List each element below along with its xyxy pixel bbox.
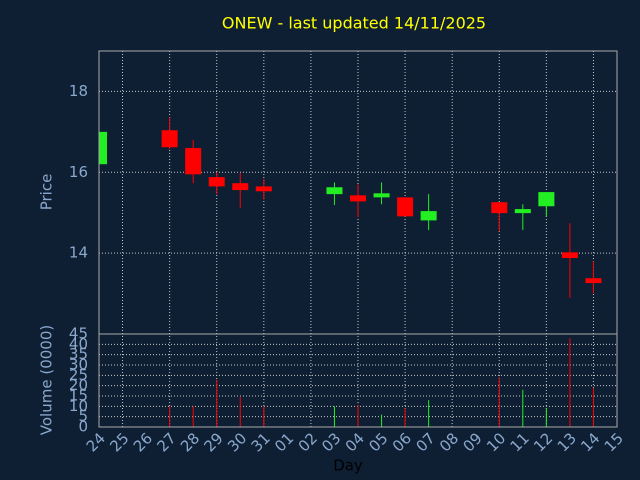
volume-tick-label: 10	[69, 397, 88, 415]
x-axis-label: Day	[333, 457, 363, 475]
y-tick-label: 14	[69, 244, 88, 262]
candle-body	[185, 148, 202, 175]
candle-body	[208, 177, 225, 187]
volume-tick-label: 20	[69, 376, 88, 394]
x-tick-label: 28	[177, 429, 203, 455]
x-tick-label: 27	[153, 429, 179, 455]
candle-body	[255, 186, 272, 192]
x-tick-label: 05	[365, 429, 391, 455]
candle-body	[514, 209, 531, 214]
x-tick-label: 31	[248, 429, 274, 455]
candle-body	[420, 211, 437, 221]
x-tick-label: 10	[483, 429, 509, 455]
x-tick-label: 12	[530, 429, 556, 455]
candle-body	[99, 131, 108, 165]
volume-axis-label: Volume (0000)	[38, 325, 56, 435]
x-tick-label: 07	[412, 429, 438, 455]
volume-tick-label: 0	[78, 418, 88, 436]
x-tick-label: 09	[460, 429, 486, 455]
x-tick-label: 14	[577, 429, 603, 455]
plot-frame	[98, 50, 618, 428]
x-tick-label: 02	[295, 429, 321, 455]
y-tick-label: 18	[69, 82, 88, 100]
candle-body	[161, 130, 178, 148]
candle-body	[491, 202, 508, 214]
grid	[99, 51, 617, 428]
candle-body	[538, 192, 555, 207]
volume-tick-label: 40	[69, 335, 88, 353]
volume-tick-label: 25	[69, 366, 88, 384]
candle-body	[349, 195, 367, 202]
candle-body	[373, 193, 390, 198]
volume-tick-label: 35	[69, 345, 88, 363]
y-tick-label: 16	[69, 163, 88, 181]
x-tick-label: 13	[554, 429, 580, 455]
x-tick-label: 30	[224, 429, 250, 455]
x-tick-label: 04	[342, 429, 368, 455]
candles	[99, 117, 602, 299]
x-tick-label: 26	[130, 429, 156, 455]
x-tick-label: 25	[106, 429, 132, 455]
candle-body	[585, 278, 602, 284]
candle-body	[326, 187, 343, 195]
candle-body	[397, 197, 414, 217]
volume-tick-label: 5	[78, 407, 88, 425]
x-tick-label: 29	[201, 429, 227, 455]
volume-bars	[169, 338, 594, 427]
x-tick-label: 06	[389, 429, 415, 455]
y-axis-label: Price	[38, 174, 56, 211]
x-tick-label: 15	[601, 429, 627, 455]
x-tick-label: 11	[507, 429, 533, 455]
candle-body	[232, 183, 249, 191]
candle-body	[561, 252, 578, 258]
x-tick-label: 08	[436, 429, 462, 455]
x-tick-label: 01	[271, 429, 297, 455]
volume-tick-label: 15	[69, 387, 88, 405]
volume-tick-label: 30	[69, 356, 88, 374]
chart-title: ONEW - last updated 14/11/2025	[222, 14, 486, 33]
x-tick-label: 03	[318, 429, 344, 455]
volume-tick-label: 45	[69, 325, 88, 343]
